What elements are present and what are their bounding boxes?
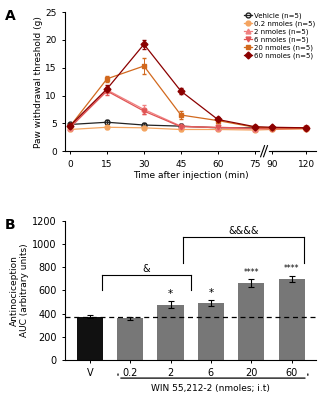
- Text: ****: ****: [284, 264, 300, 274]
- Text: A: A: [5, 9, 16, 23]
- Bar: [198, 303, 224, 360]
- Text: &&&&: &&&&: [228, 226, 259, 236]
- Bar: [278, 279, 305, 360]
- Text: *: *: [168, 289, 173, 299]
- Bar: [157, 304, 184, 360]
- Bar: [117, 318, 143, 360]
- Text: ****: ****: [244, 268, 259, 277]
- Text: &: &: [142, 264, 150, 274]
- Legend: Vehicle (n=5), 0.2 nmoles (n=5), 2 nmoles (n=5), 6 nmoles (n=5), 20 nmoles (n=5): Vehicle (n=5), 0.2 nmoles (n=5), 2 nmole…: [244, 13, 316, 59]
- Y-axis label: Paw withdrawal threshold (g): Paw withdrawal threshold (g): [34, 16, 43, 148]
- Y-axis label: Antinociception
AUC (arbitrary units): Antinociception AUC (arbitrary units): [10, 244, 29, 337]
- Text: WIN 55,212-2 (nmoles; i.t): WIN 55,212-2 (nmoles; i.t): [152, 384, 270, 393]
- Text: B: B: [5, 218, 16, 232]
- Bar: [238, 283, 264, 360]
- X-axis label: Time after injection (min): Time after injection (min): [133, 171, 248, 180]
- Bar: [77, 316, 103, 360]
- Text: *: *: [208, 288, 214, 298]
